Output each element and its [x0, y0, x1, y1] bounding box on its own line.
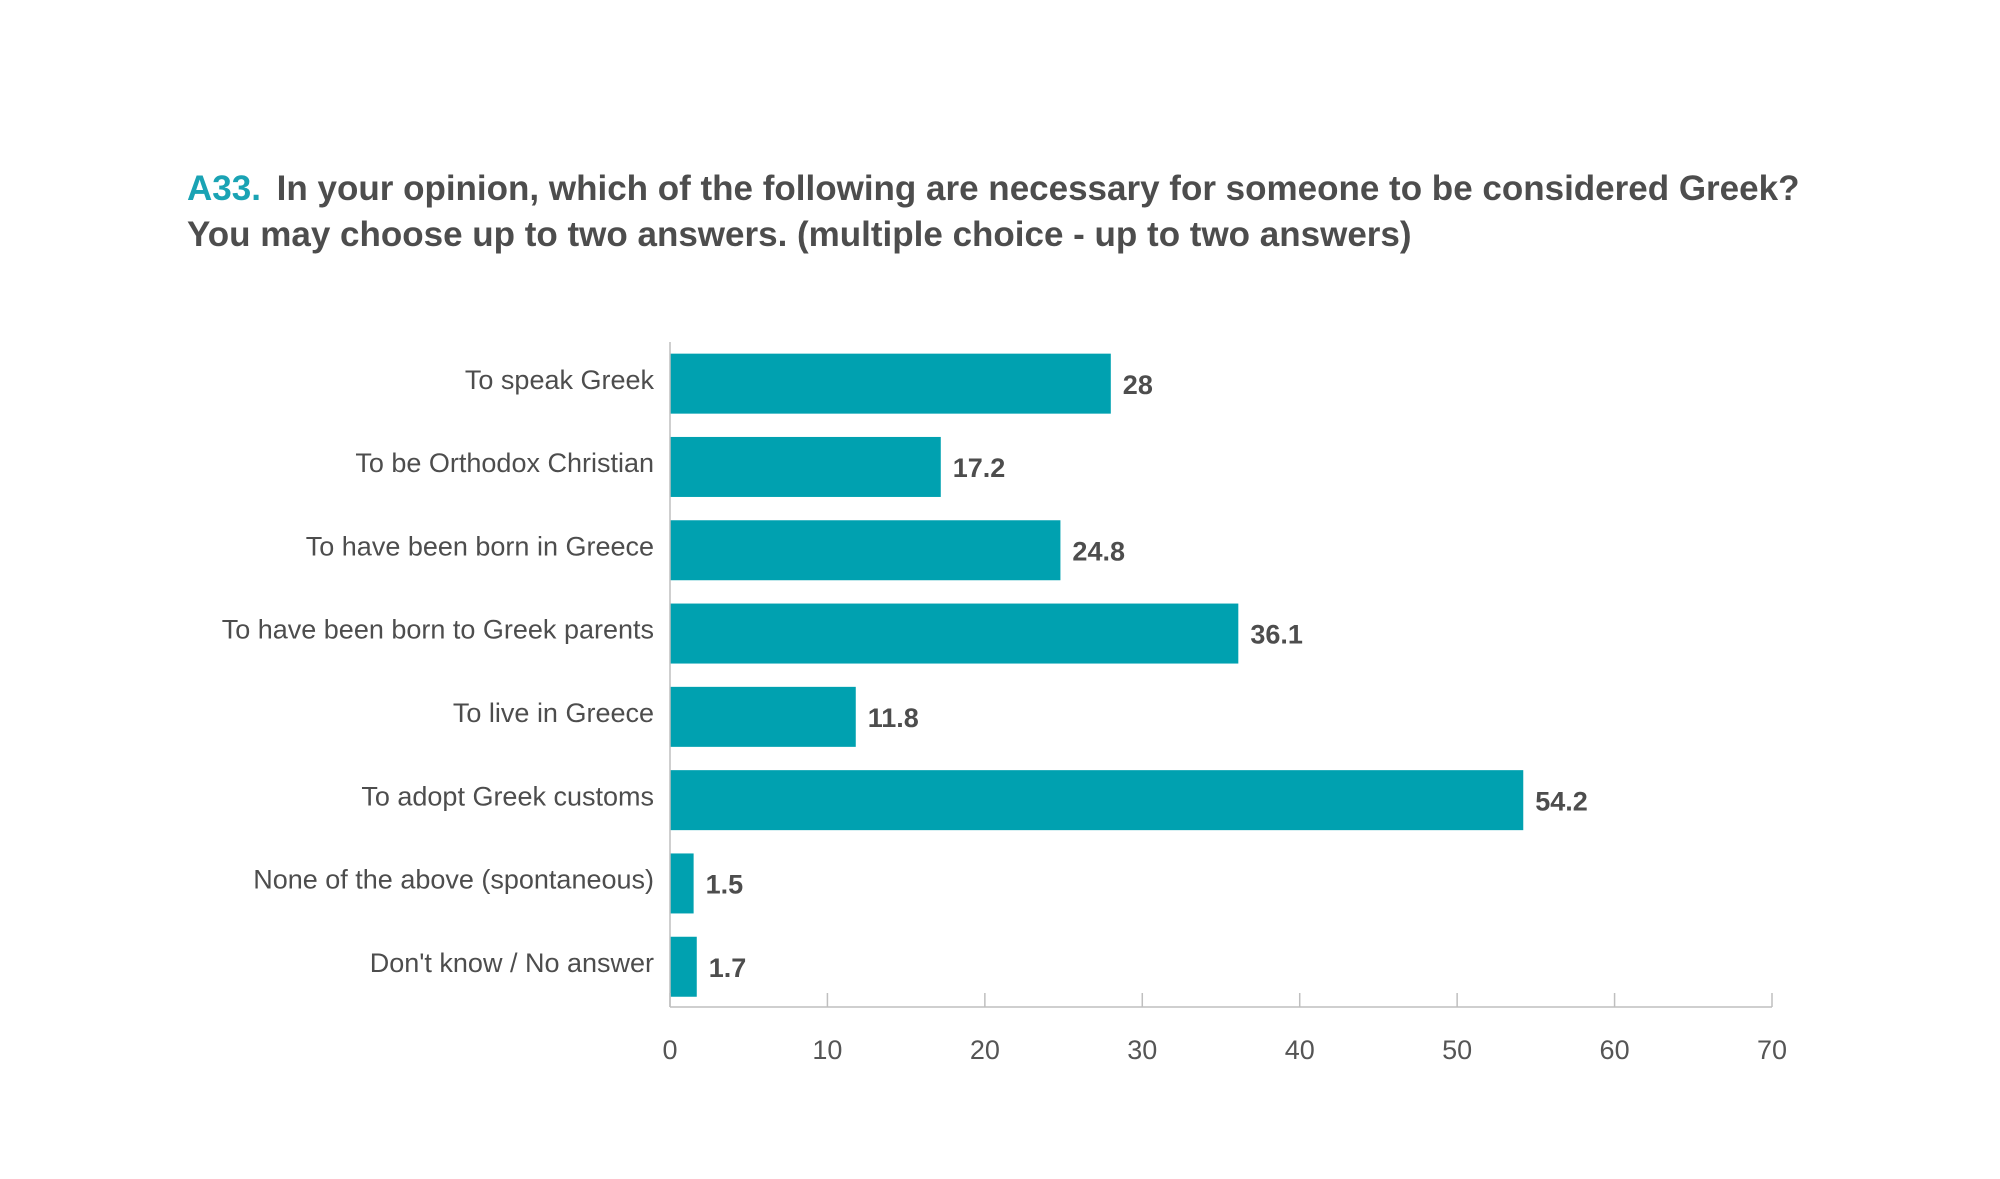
category-label: To live in Greece [453, 698, 654, 728]
bar [670, 770, 1524, 831]
value-label: 1.5 [706, 870, 744, 900]
question-id: A33. [187, 169, 261, 208]
bars-layer [670, 353, 1524, 997]
bar [670, 936, 697, 997]
bar [670, 686, 856, 747]
x-tick-label: 60 [1600, 1035, 1630, 1065]
x-tick-label: 70 [1757, 1035, 1787, 1065]
category-label: Don't know / No answer [370, 948, 654, 978]
bar [670, 436, 941, 497]
value-label: 11.8 [868, 703, 919, 733]
x-tick-label: 0 [662, 1035, 677, 1065]
category-label: To adopt Greek customs [361, 781, 654, 811]
category-labels: To speak Greek 28 To be Orthodox Christian… [222, 365, 1588, 983]
category-label: To speak Greek [465, 365, 655, 395]
x-tick-label: 50 [1442, 1035, 1472, 1065]
x-tick-label: 30 [1127, 1035, 1157, 1065]
question-text: In your opinion, which of the following … [187, 169, 1800, 254]
bar [670, 853, 694, 914]
category-label: To have been born in Greece [306, 531, 654, 561]
category-label: To have been born to Greek parents [222, 615, 654, 645]
category-label: None of the above (spontaneous) [253, 865, 654, 895]
chart-title: A33. In your opinion, which of the follo… [187, 166, 1847, 258]
bar [670, 603, 1239, 664]
value-label: 54.2 [1535, 786, 1588, 816]
bar [670, 353, 1111, 414]
value-label: 36.1 [1250, 620, 1303, 650]
value-label: 17.2 [953, 453, 1006, 483]
x-tick-label: 40 [1285, 1035, 1315, 1065]
category-label: To be Orthodox Christian [355, 448, 654, 478]
x-tick-label: 10 [812, 1035, 842, 1065]
value-label: 24.8 [1072, 536, 1125, 566]
x-axis: 0 10 20 30 40 50 60 70 [662, 342, 1787, 1065]
value-label: 1.7 [709, 953, 747, 983]
value-label: 28 [1123, 370, 1153, 400]
bar [670, 520, 1061, 581]
x-tick-label: 20 [970, 1035, 1000, 1065]
